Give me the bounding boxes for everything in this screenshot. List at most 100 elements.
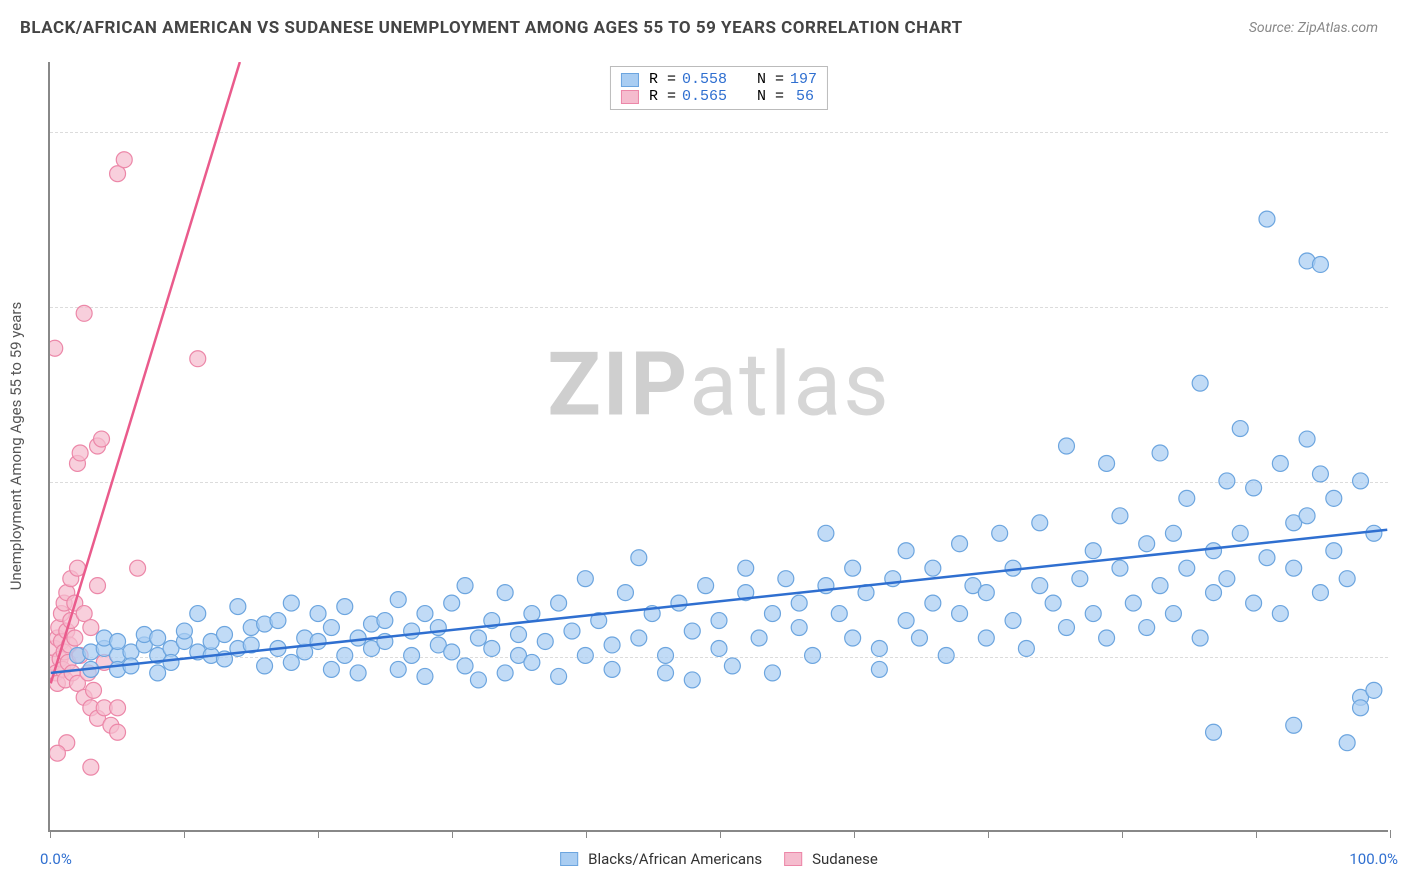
legend-r-value-1: 0.565 [682,88,727,105]
data-point [1059,620,1075,636]
data-point [698,578,714,594]
data-point [116,152,132,168]
data-point [577,647,593,663]
data-point [50,745,65,761]
data-point [470,630,486,646]
data-point [1192,630,1208,646]
data-point [337,599,353,615]
data-point [497,585,513,601]
data-point [1045,595,1061,611]
data-point [1112,560,1128,576]
source-label: Source: [1249,20,1294,36]
data-point [444,644,460,660]
data-point [130,560,146,576]
data-point [1165,606,1181,622]
data-point [577,571,593,587]
data-point [604,637,620,653]
data-point [94,431,110,447]
data-point [190,351,206,367]
data-point [484,640,500,656]
data-point [350,665,366,681]
data-point [83,620,99,636]
data-point [511,627,527,643]
data-point [417,668,433,684]
data-point [845,560,861,576]
legend-n-label-1: N = [757,88,784,105]
legend-swatch-pink-2 [784,852,802,866]
data-point [978,585,994,601]
legend-label-pink: Sudanese [812,850,878,868]
data-point [1206,585,1222,601]
chart-title: BLACK/AFRICAN AMERICAN VS SUDANESE UNEMP… [20,18,963,38]
data-point [1099,455,1115,471]
data-point [1312,256,1328,272]
data-point [1165,525,1181,541]
data-point [444,595,460,611]
trend-line [51,62,240,683]
data-point [1259,211,1275,227]
data-point [845,630,861,646]
data-point [551,668,567,684]
data-point [1192,375,1208,391]
data-point [1339,735,1355,751]
data-point [658,647,674,663]
data-point [176,623,192,639]
data-point [1072,571,1088,587]
data-point [310,634,326,650]
data-point [1299,431,1315,447]
data-point [377,613,393,629]
data-point [1085,543,1101,559]
data-point [604,661,620,677]
data-point [150,630,166,646]
data-point [1179,490,1195,506]
data-point [230,599,246,615]
legend-n-value-0: 197 [790,71,817,88]
data-point [1206,543,1222,559]
data-point [791,620,807,636]
legend-n-label-0: N = [757,71,784,88]
data-point [1179,560,1195,576]
plot-area: ZIPatlas 5.0%10.0%15.0%20.0% 0.0% 100.0%… [48,62,1388,832]
data-point [898,613,914,629]
data-point [831,606,847,622]
data-point [1206,724,1222,740]
legend-swatch-blue [621,73,639,87]
data-point [564,623,580,639]
data-point [257,658,273,674]
data-point [1232,421,1248,437]
data-point [1366,682,1382,698]
data-point [1152,445,1168,461]
data-point [925,595,941,611]
data-point [711,613,727,629]
data-point [83,759,99,775]
source-attribution: Source: ZipAtlas.com [1249,20,1378,36]
data-point [1299,508,1315,524]
data-point [778,571,794,587]
source-name: ZipAtlas.com [1298,20,1378,36]
data-point [1152,578,1168,594]
data-point [90,578,106,594]
data-point [404,647,420,663]
data-point [390,592,406,608]
legend-item-blue: Blacks/African Americans [560,850,762,868]
data-point [337,647,353,663]
legend-swatch-blue-2 [560,852,578,866]
data-point [1125,595,1141,611]
data-point [457,578,473,594]
data-point [911,630,927,646]
data-point [871,661,887,677]
data-point [524,654,540,670]
data-point [684,623,700,639]
data-point [323,620,339,636]
data-point [537,634,553,650]
legend-label-blue: Blacks/African Americans [588,850,762,868]
data-point [1272,606,1288,622]
data-point [283,654,299,670]
data-point [871,640,887,656]
data-point [283,595,299,611]
data-point [925,560,941,576]
legend-row-0: R = 0.558 N = 197 [621,71,817,88]
data-point [898,543,914,559]
legend-swatch-pink [621,90,639,104]
data-point [551,595,567,611]
